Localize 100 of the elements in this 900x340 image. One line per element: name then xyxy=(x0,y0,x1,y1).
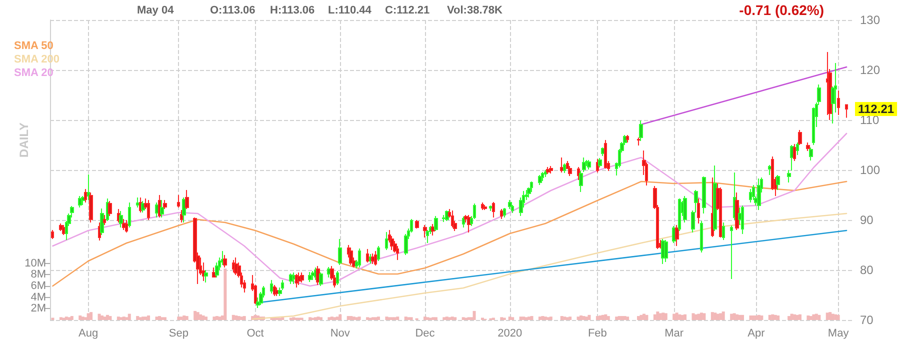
candlestick xyxy=(604,140,607,169)
candlestick xyxy=(538,174,542,186)
bar xyxy=(432,317,435,320)
candlestick xyxy=(62,224,65,236)
candlestick xyxy=(790,144,794,171)
text: Vol:38.78K xyxy=(447,4,502,16)
bar xyxy=(385,316,388,320)
candlestick xyxy=(158,194,161,218)
bar xyxy=(806,315,810,320)
candlestick xyxy=(349,247,353,266)
bar xyxy=(366,317,370,320)
candlestick xyxy=(366,248,369,263)
candlestick xyxy=(837,90,840,116)
bar xyxy=(376,316,380,320)
candlestick xyxy=(316,266,320,286)
y-tick-label: 80 xyxy=(860,263,874,277)
y-tick-label: 90 xyxy=(860,213,874,227)
text: SMA 20 xyxy=(14,67,54,79)
y2-tick-label: 2M xyxy=(30,302,46,315)
candlestick xyxy=(185,190,189,210)
bar xyxy=(128,314,131,320)
candlestick xyxy=(319,272,323,286)
x-tick-label: Oct xyxy=(246,328,264,340)
bar xyxy=(793,314,796,320)
x-tick-label: Sep xyxy=(168,328,188,340)
candlestick xyxy=(796,142,799,156)
bar xyxy=(204,316,208,320)
candlestick xyxy=(371,253,375,264)
candlestick xyxy=(78,196,82,208)
bar xyxy=(812,314,816,320)
bar xyxy=(672,314,676,320)
candlestick xyxy=(308,272,312,282)
bar xyxy=(70,316,74,320)
candlestick xyxy=(500,208,503,220)
text: -0.71 (0.62%) xyxy=(739,2,824,18)
candlestick xyxy=(385,232,388,250)
bar xyxy=(776,315,780,320)
candlestick xyxy=(768,164,772,176)
candlestick xyxy=(147,200,150,220)
candlestick xyxy=(415,220,419,229)
text: SMA 200 xyxy=(14,54,60,66)
bar xyxy=(788,316,791,320)
candlestick xyxy=(637,137,640,146)
candlestick xyxy=(735,192,739,230)
candlestick xyxy=(733,172,736,220)
bar xyxy=(103,316,106,320)
candlestick xyxy=(289,273,293,284)
line-series xyxy=(252,212,848,320)
bar xyxy=(645,314,648,320)
candlestick xyxy=(549,166,553,174)
x-tick-label: Aug xyxy=(78,328,98,340)
bar xyxy=(396,316,400,320)
bar xyxy=(714,312,717,320)
candlestick xyxy=(160,200,164,218)
candlestick xyxy=(223,254,227,268)
bar xyxy=(741,314,744,320)
candlestick xyxy=(122,218,126,230)
bar xyxy=(598,315,602,320)
candlestick xyxy=(292,272,295,284)
bar xyxy=(163,317,166,320)
candlestick xyxy=(563,163,566,174)
candlestick xyxy=(338,238,342,266)
candlestick xyxy=(741,205,744,234)
bar xyxy=(736,314,739,320)
candlestick xyxy=(204,270,208,283)
candlestick xyxy=(431,224,435,236)
candlestick xyxy=(541,172,544,182)
bar xyxy=(448,317,452,320)
candlestick xyxy=(787,170,791,183)
bar xyxy=(563,316,566,320)
bar xyxy=(754,315,758,320)
bar xyxy=(358,316,361,320)
candlestick xyxy=(270,280,273,294)
x-tick-label: 2020 xyxy=(498,328,522,340)
candlestick xyxy=(87,174,90,200)
bar xyxy=(522,316,526,320)
candlestick xyxy=(374,250,377,266)
candlestick xyxy=(295,274,298,288)
text: SMA 50 xyxy=(14,40,54,52)
bar xyxy=(59,317,62,320)
candlestick xyxy=(639,120,643,142)
line-series xyxy=(52,132,848,287)
bar xyxy=(828,312,832,320)
text: H:113.06 xyxy=(270,4,315,16)
candlestick xyxy=(544,170,547,178)
candlestick xyxy=(300,272,304,283)
candlestick xyxy=(377,246,380,262)
bar xyxy=(588,314,591,320)
candlestick xyxy=(730,225,733,280)
bar xyxy=(722,312,725,320)
candlestick xyxy=(108,200,112,216)
candlestick xyxy=(809,147,813,161)
bar xyxy=(338,314,342,320)
candlestick xyxy=(719,187,722,238)
bar xyxy=(640,314,643,320)
bar xyxy=(462,317,465,320)
bar xyxy=(442,317,446,320)
bar xyxy=(185,316,188,320)
candlestick xyxy=(275,287,279,296)
candlestick xyxy=(579,170,583,192)
